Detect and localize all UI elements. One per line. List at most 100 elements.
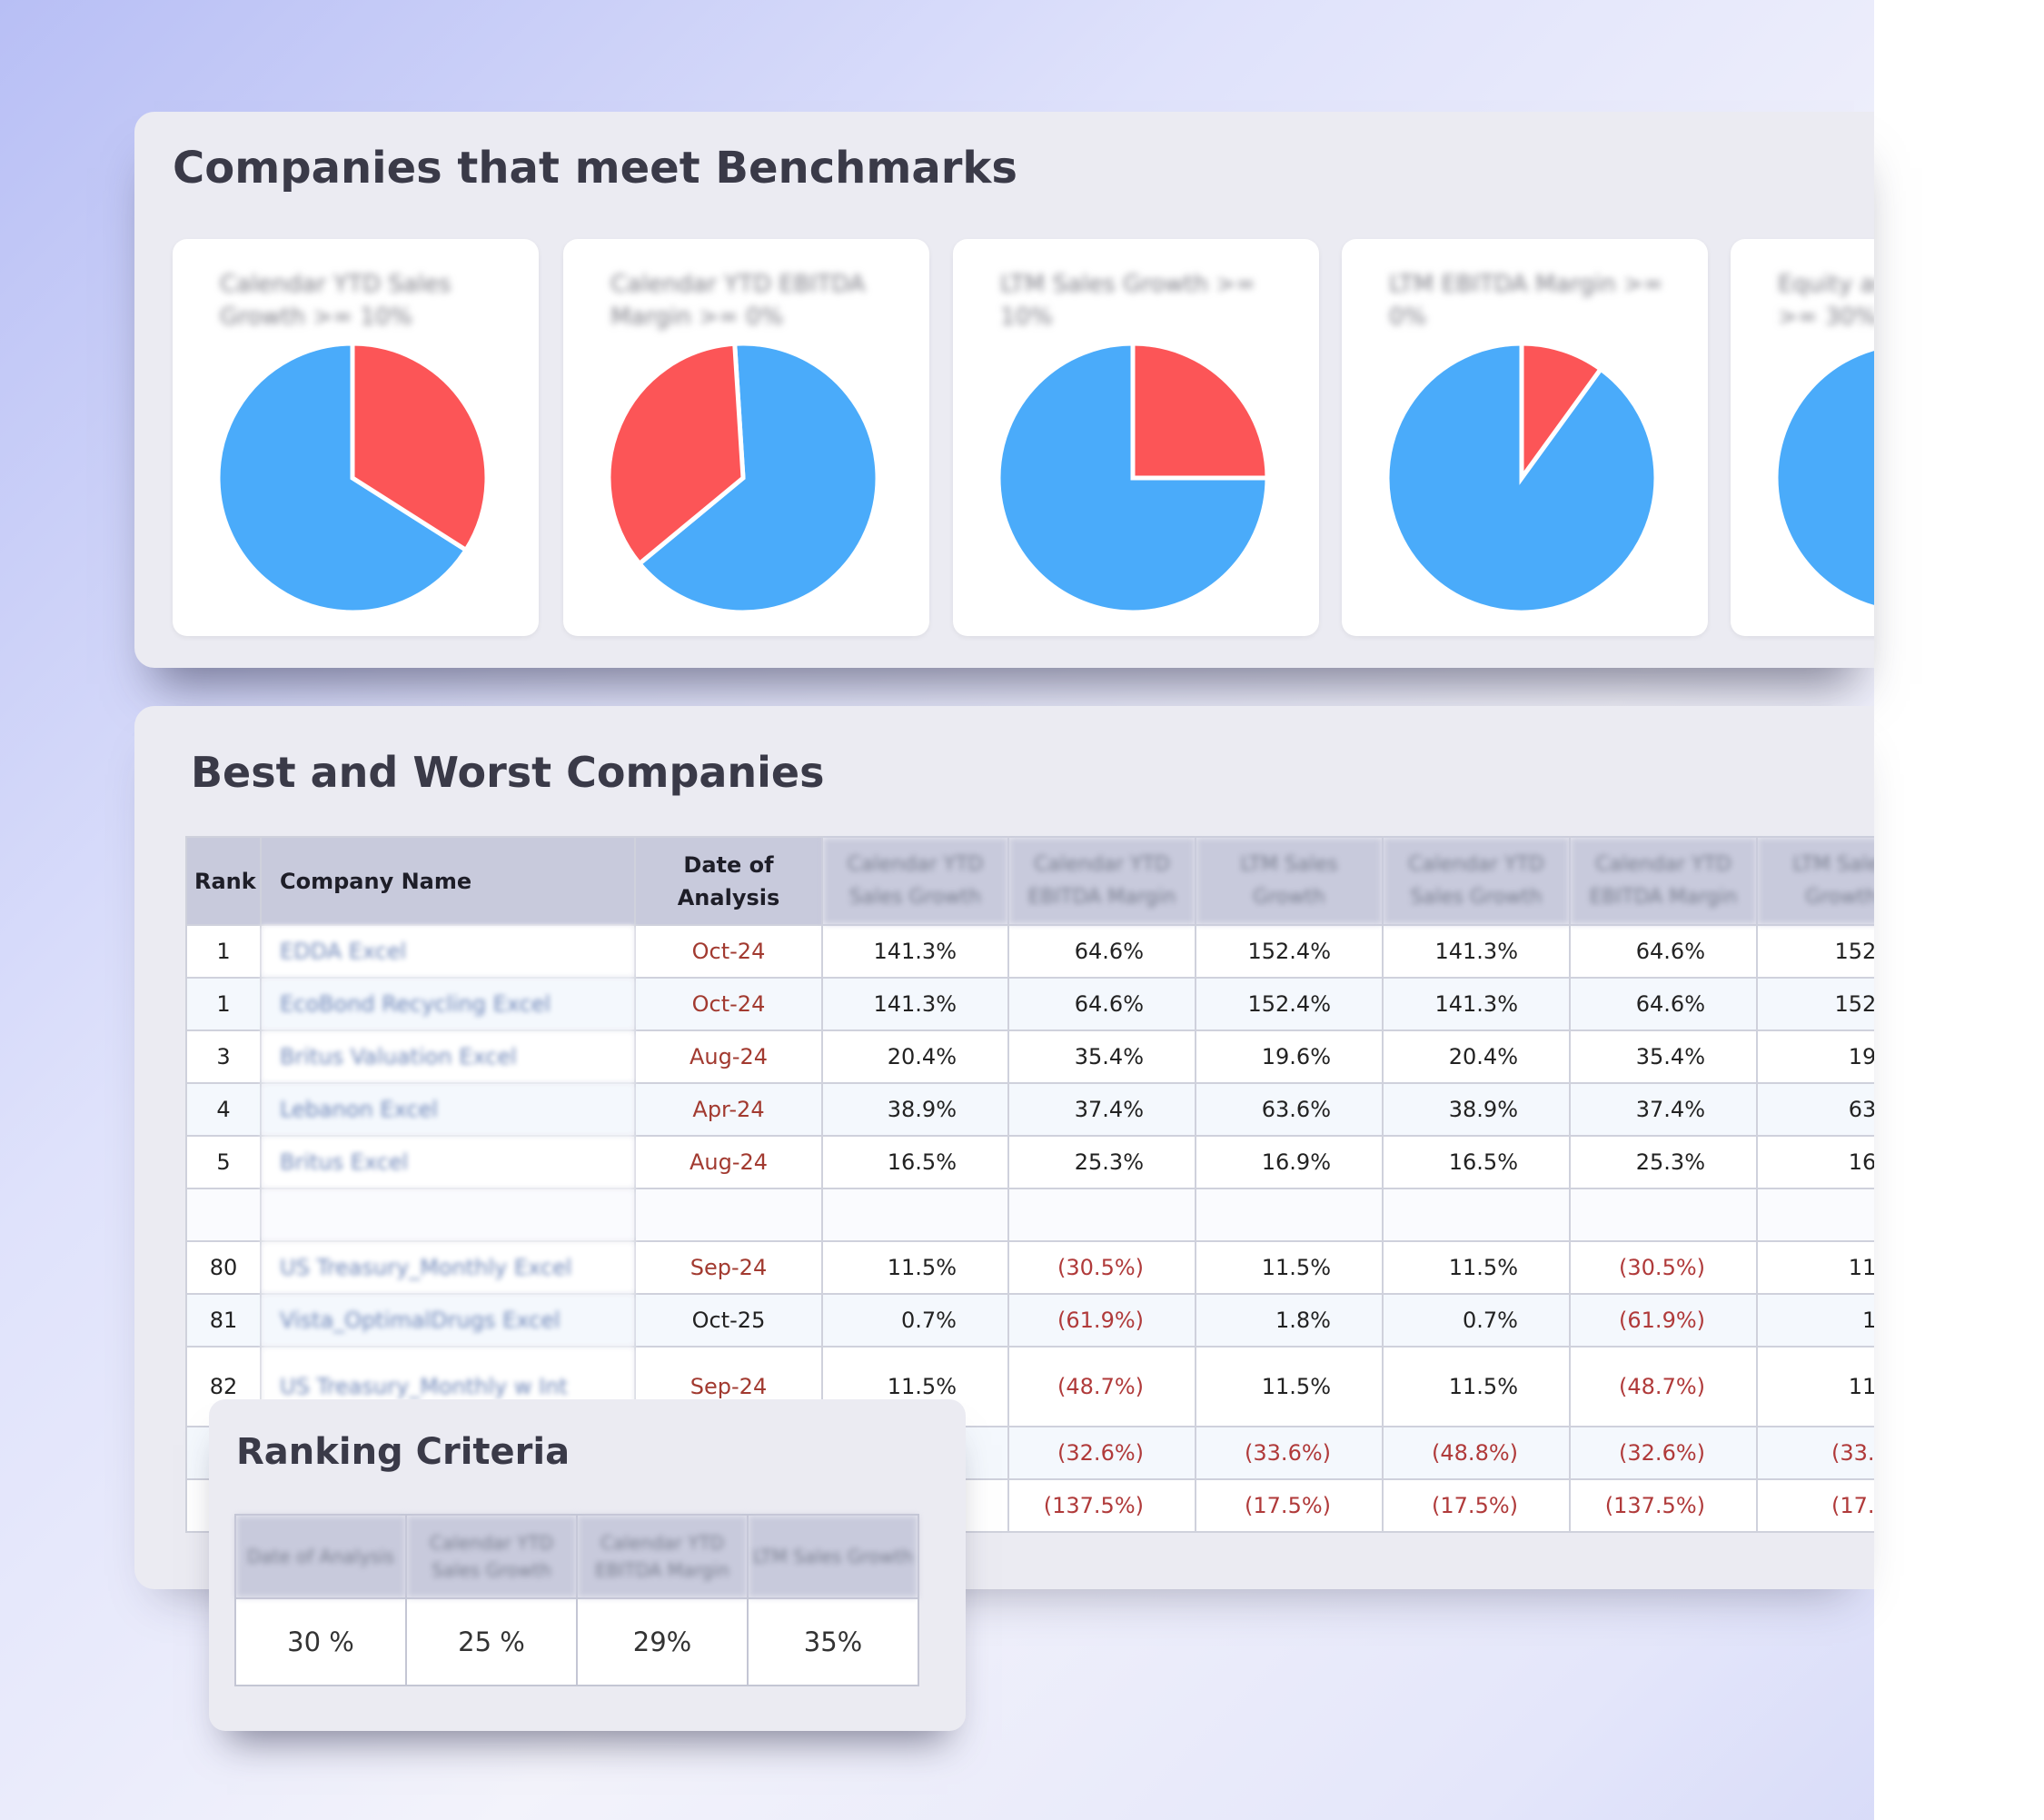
metric-cell: 141.3% — [821, 924, 1009, 979]
company-name-cell[interactable]: US Treasury_Monthly Excel — [260, 1240, 636, 1295]
metric-cell — [1569, 1188, 1758, 1242]
metric-cell: (33.6%) — [1756, 1426, 1874, 1480]
metric-cell: 16.5% — [821, 1135, 1009, 1189]
rank-cell: 3 — [185, 1029, 262, 1084]
column-header-date-of-analysis[interactable]: Date of Analysis — [634, 836, 823, 926]
best-worst-table: Rank Company Name Date of Analysis Calen… — [185, 836, 1874, 1533]
metric-cell: 152.4% — [1756, 977, 1874, 1031]
column-header-metric[interactable]: Calendar YTD EBITDA Margin — [1007, 836, 1196, 926]
date-cell: Oct-24 — [634, 977, 823, 1031]
company-name-cell[interactable]: Britus Valuation Excel — [260, 1029, 636, 1084]
metric-cell: 152.4% — [1756, 924, 1874, 979]
metric-cell: 11.5% — [1382, 1346, 1571, 1427]
metric-cell: 37.4% — [1007, 1082, 1196, 1137]
benchmark-card: LTM Sales Growth >= 10% — [953, 239, 1319, 636]
rank-cell: 1 — [185, 977, 262, 1031]
metric-cell: 141.3% — [1382, 977, 1571, 1031]
metric-cell — [1756, 1188, 1874, 1242]
metric-cell: 19.6% — [1195, 1029, 1384, 1084]
date-cell: Aug-24 — [634, 1135, 823, 1189]
pie-slice-fail — [350, 342, 489, 553]
metric-cell: 19.6% — [1756, 1029, 1874, 1084]
ranking-header: Calendar YTD EBITDA Margin — [576, 1514, 749, 1599]
ranking-header-row: Date of Analysis Calendar YTD Sales Grow… — [234, 1514, 919, 1599]
benchmark-cards-viewport[interactable]: Companies that meet Benchmarks Calendar … — [134, 112, 1874, 668]
metric-cell: 1.8% — [1195, 1293, 1384, 1348]
table-row[interactable]: 1 EDDA Excel Oct-24 141.3% 64.6% 152.4% 141.3%… — [185, 924, 1874, 979]
rank-cell — [185, 1188, 262, 1242]
date-cell: Aug-24 — [634, 1029, 823, 1084]
column-header-metric[interactable]: Calendar YTD Sales Growth — [821, 836, 1009, 926]
metric-cell: 25.3% — [1569, 1135, 1758, 1189]
best-worst-title: Best and Worst Companies — [191, 748, 825, 797]
pie-slice-fail — [607, 342, 746, 567]
company-name-cell[interactable]: EcoBond Recycling Excel — [260, 977, 636, 1031]
table-row[interactable]: 5 Britus Excel Aug-24 16.5% 25.3% 16.9% 16.5% 2… — [185, 1135, 1874, 1189]
table-row[interactable]: 4 Lebanon Excel Apr-24 38.9% 37.4% 63.6% 38.9%… — [185, 1082, 1874, 1137]
column-header-company-name[interactable]: Company Name — [260, 836, 636, 926]
pie-slice-pass — [1774, 345, 1874, 611]
ranking-criteria-panel: Ranking Criteria Date of Analysis Calend… — [209, 1399, 966, 1731]
table-row[interactable]: 3 Britus Valuation Excel Aug-24 20.4% 35.4% 1… — [185, 1029, 1874, 1084]
ranking-criteria-table: Date of Analysis Calendar YTD Sales Grow… — [234, 1514, 919, 1686]
date-cell: Oct-24 — [634, 924, 823, 979]
metric-cell: (32.6%) — [1007, 1426, 1196, 1480]
company-name-cell[interactable]: EDDA Excel — [260, 924, 636, 979]
date-cell: Apr-24 — [634, 1082, 823, 1137]
ranking-header: Date of Analysis — [234, 1514, 407, 1599]
benchmark-pie-chart — [1774, 345, 1874, 611]
ranking-weight-value[interactable]: 29% — [576, 1597, 749, 1686]
metric-cell: (17.5%) — [1756, 1478, 1874, 1533]
metric-cell: 0.7% — [821, 1293, 1009, 1348]
table-row[interactable]: 80 US Treasury_Monthly Excel Sep-24 11.5% (3… — [185, 1240, 1874, 1295]
column-header-metric[interactable]: Calendar YTD EBITDA Margin — [1569, 836, 1758, 926]
metric-cell: 11.5% — [1756, 1240, 1874, 1295]
benchmark-card: Equity as % of Assets >= 30% — [1731, 239, 1874, 636]
metric-cell: 64.6% — [1569, 924, 1758, 979]
company-name-cell[interactable]: Lebanon Excel — [260, 1082, 636, 1137]
column-header-metric[interactable]: Calendar YTD Sales Growth — [1382, 836, 1571, 926]
table-row[interactable]: 81 Vista_OptimalDrugs Excel Oct-25 0.7% (61.… — [185, 1293, 1874, 1348]
metric-cell: (17.5%) — [1195, 1478, 1384, 1533]
benchmark-card: LTM EBITDA Margin >= 0% — [1342, 239, 1708, 636]
company-name-cell[interactable] — [260, 1188, 636, 1242]
benchmark-card: Calendar YTD EBITDA Margin >= 0% — [563, 239, 929, 636]
benchmark-pie-chart — [216, 342, 489, 614]
ranking-weight-value[interactable]: 30 % — [234, 1597, 407, 1686]
date-cell: Sep-24 — [634, 1240, 823, 1295]
pie-slice-pass — [636, 342, 879, 614]
metric-cell: (30.5%) — [1569, 1240, 1758, 1295]
metric-cell: 38.9% — [1382, 1082, 1571, 1137]
metric-cell: 11.5% — [1195, 1240, 1384, 1295]
metric-cell: (30.5%) — [1007, 1240, 1196, 1295]
metric-cell: 1.8% — [1756, 1293, 1874, 1348]
rank-cell: 4 — [185, 1082, 262, 1137]
company-name-cell[interactable]: Britus Excel — [260, 1135, 636, 1189]
metric-cell: (137.5%) — [1569, 1478, 1758, 1533]
table-gap-row[interactable] — [185, 1188, 1874, 1242]
column-header-rank[interactable]: Rank — [185, 836, 262, 926]
metric-cell: 152.4% — [1195, 924, 1384, 979]
metric-cell: 141.3% — [1382, 924, 1571, 979]
pie-slice-fail — [1130, 342, 1269, 481]
metric-cell: 64.6% — [1569, 977, 1758, 1031]
date-cell — [634, 1188, 823, 1242]
ranking-weight-value[interactable]: 25 % — [405, 1597, 578, 1686]
table-row[interactable]: 1 EcoBond Recycling Excel Oct-24 141.3% 64.6… — [185, 977, 1874, 1031]
benchmark-card-title: LTM EBITDA Margin >= 0% — [1389, 271, 1663, 331]
right-margin — [1874, 0, 2044, 1820]
metric-cell: 16.9% — [1195, 1135, 1384, 1189]
date-cell: Oct-25 — [634, 1293, 823, 1348]
rank-cell: 80 — [185, 1240, 262, 1295]
benchmark-card-title: Equity as % of Assets >= 30% — [1778, 271, 1874, 331]
column-header-metric[interactable]: LTM Sales Growth — [1195, 836, 1384, 926]
company-name-cell[interactable]: Vista_OptimalDrugs Excel — [260, 1293, 636, 1348]
metric-cell: 11.5% — [1382, 1240, 1571, 1295]
ranking-weight-value[interactable]: 35% — [747, 1597, 919, 1686]
benchmarks-panel: Companies that meet Benchmarks Calendar … — [134, 112, 1874, 668]
metric-cell: (48.7%) — [1569, 1346, 1758, 1427]
metric-cell: (17.5%) — [1382, 1478, 1571, 1533]
best-worst-table-viewport[interactable]: Rank Company Name Date of Analysis Calen… — [185, 836, 1874, 1541]
column-header-metric[interactable]: LTM Sales Growth — [1756, 836, 1874, 926]
metric-cell: 11.5% — [821, 1240, 1009, 1295]
